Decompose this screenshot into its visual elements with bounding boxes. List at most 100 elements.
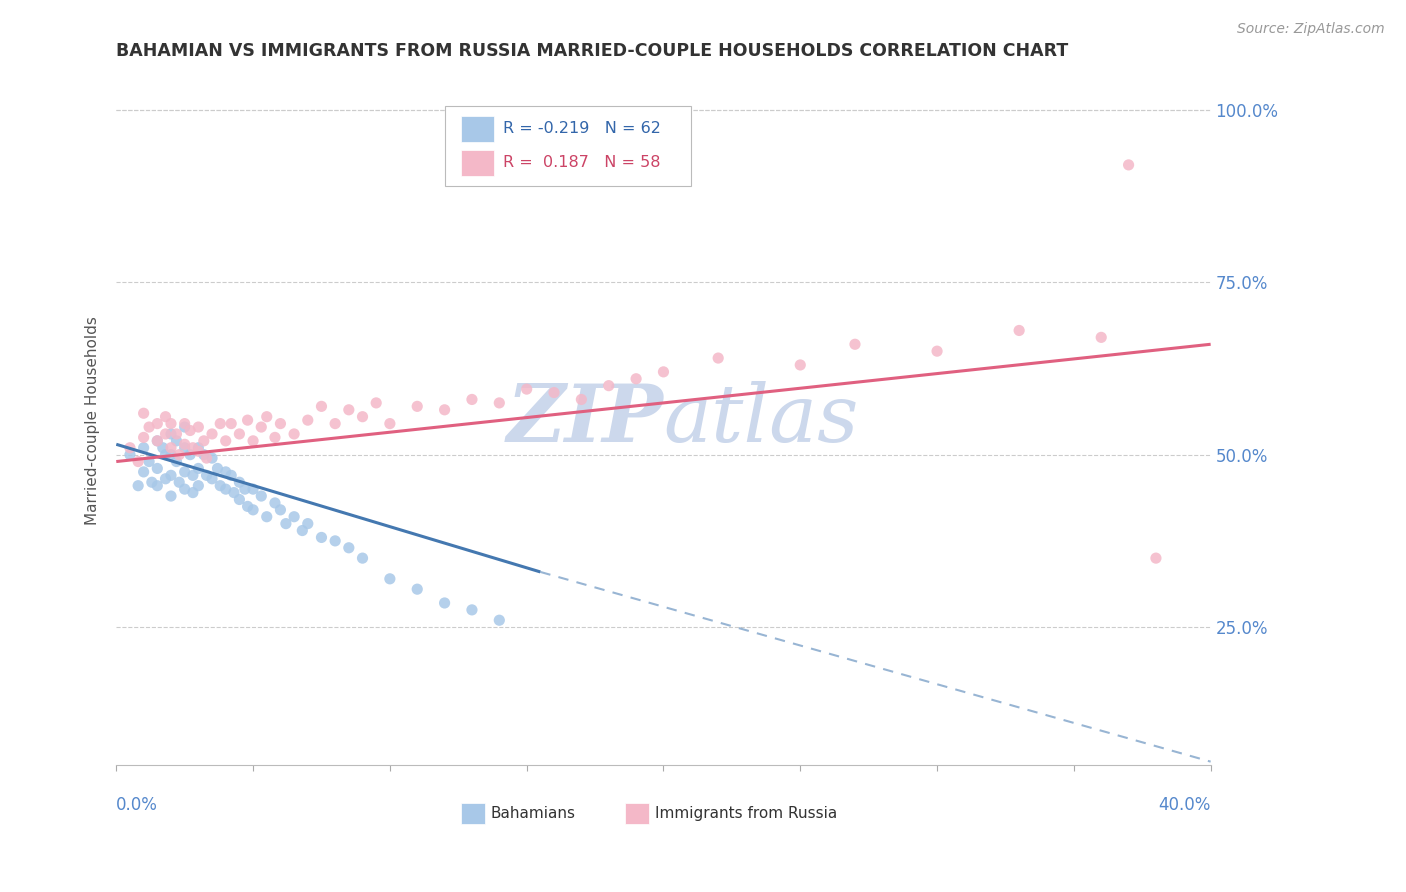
Point bbox=[187, 420, 209, 434]
Point bbox=[181, 485, 204, 500]
Point bbox=[256, 409, 278, 424]
Point bbox=[1144, 551, 1167, 566]
Point bbox=[209, 478, 232, 492]
Bar bbox=[461, 150, 494, 177]
Point bbox=[233, 482, 256, 496]
Point bbox=[201, 426, 224, 441]
Point bbox=[543, 385, 565, 400]
Point bbox=[215, 434, 238, 448]
Point bbox=[173, 482, 195, 496]
Point bbox=[173, 465, 195, 479]
Point bbox=[201, 472, 224, 486]
Point bbox=[352, 551, 374, 566]
Bar bbox=[461, 116, 494, 143]
Text: R = -0.219   N = 62: R = -0.219 N = 62 bbox=[502, 121, 661, 136]
Point bbox=[283, 509, 305, 524]
Point bbox=[152, 441, 174, 455]
Point bbox=[242, 503, 264, 517]
Point bbox=[193, 434, 215, 448]
Point bbox=[173, 417, 195, 431]
Point bbox=[160, 489, 183, 503]
Text: R =  0.187   N = 58: R = 0.187 N = 58 bbox=[502, 155, 659, 170]
Point bbox=[181, 441, 204, 455]
Point bbox=[652, 365, 675, 379]
Bar bbox=[626, 803, 650, 823]
Text: Source: ZipAtlas.com: Source: ZipAtlas.com bbox=[1237, 22, 1385, 37]
Point bbox=[207, 461, 229, 475]
Point bbox=[146, 478, 169, 492]
Point bbox=[219, 468, 242, 483]
Point bbox=[250, 489, 273, 503]
Point bbox=[138, 420, 160, 434]
Point bbox=[181, 468, 204, 483]
Point bbox=[291, 524, 314, 538]
Point bbox=[1090, 330, 1112, 344]
Point bbox=[269, 417, 291, 431]
Point bbox=[195, 468, 218, 483]
Point bbox=[160, 468, 183, 483]
Point bbox=[844, 337, 866, 351]
Point bbox=[155, 472, 177, 486]
Point bbox=[378, 572, 401, 586]
Point bbox=[166, 426, 188, 441]
Point bbox=[127, 454, 149, 468]
Point bbox=[269, 503, 291, 517]
Point bbox=[366, 396, 388, 410]
Point bbox=[297, 516, 319, 531]
Point bbox=[264, 496, 287, 510]
Point bbox=[264, 430, 287, 444]
Point bbox=[195, 451, 218, 466]
Point bbox=[250, 420, 273, 434]
Point bbox=[219, 417, 242, 431]
Point bbox=[146, 434, 169, 448]
Point bbox=[707, 351, 730, 365]
Point bbox=[256, 509, 278, 524]
Point bbox=[236, 413, 259, 427]
Point bbox=[323, 417, 346, 431]
Text: 0.0%: 0.0% bbox=[117, 797, 157, 814]
Point bbox=[242, 434, 264, 448]
Point bbox=[598, 378, 620, 392]
Point bbox=[173, 420, 195, 434]
Text: atlas: atlas bbox=[664, 382, 859, 458]
Text: BAHAMIAN VS IMMIGRANTS FROM RUSSIA MARRIED-COUPLE HOUSEHOLDS CORRELATION CHART: BAHAMIAN VS IMMIGRANTS FROM RUSSIA MARRI… bbox=[117, 42, 1069, 60]
Point bbox=[146, 434, 169, 448]
Point bbox=[236, 500, 259, 514]
Point bbox=[624, 372, 647, 386]
Point bbox=[179, 448, 201, 462]
Point bbox=[222, 485, 245, 500]
Point bbox=[228, 492, 250, 507]
Point bbox=[488, 396, 510, 410]
Point bbox=[141, 475, 163, 490]
Point bbox=[242, 482, 264, 496]
Point bbox=[132, 406, 155, 420]
Point bbox=[187, 461, 209, 475]
Point bbox=[337, 541, 360, 555]
Point bbox=[167, 448, 190, 462]
Point bbox=[187, 441, 209, 455]
Point bbox=[461, 603, 484, 617]
Text: 40.0%: 40.0% bbox=[1159, 797, 1211, 814]
Text: Immigrants from Russia: Immigrants from Russia bbox=[655, 805, 837, 821]
Point bbox=[193, 448, 215, 462]
Point bbox=[155, 409, 177, 424]
Point bbox=[228, 475, 250, 490]
Point bbox=[352, 409, 374, 424]
Point bbox=[215, 465, 238, 479]
Point bbox=[138, 454, 160, 468]
Point bbox=[166, 454, 188, 468]
Point bbox=[337, 402, 360, 417]
Point bbox=[433, 596, 456, 610]
Text: Bahamians: Bahamians bbox=[491, 805, 575, 821]
Point bbox=[1118, 158, 1140, 172]
Bar bbox=[461, 803, 485, 823]
Point bbox=[283, 426, 305, 441]
FancyBboxPatch shape bbox=[444, 106, 690, 186]
Point bbox=[160, 448, 183, 462]
Point bbox=[155, 426, 177, 441]
Point bbox=[201, 451, 224, 466]
Y-axis label: Married-couple Households: Married-couple Households bbox=[86, 316, 100, 524]
Point bbox=[166, 434, 188, 448]
Point bbox=[146, 417, 169, 431]
Point bbox=[461, 392, 484, 407]
